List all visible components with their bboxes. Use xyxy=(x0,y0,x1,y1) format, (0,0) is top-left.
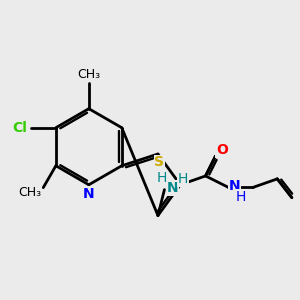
Text: CH₃: CH₃ xyxy=(18,186,41,199)
Text: H: H xyxy=(236,190,246,204)
Text: S: S xyxy=(154,155,164,169)
Text: N: N xyxy=(167,181,178,195)
Text: Cl: Cl xyxy=(12,121,27,135)
Text: N: N xyxy=(229,179,241,193)
Text: H: H xyxy=(157,171,167,185)
Text: O: O xyxy=(216,143,228,157)
Text: CH₃: CH₃ xyxy=(77,68,101,81)
Text: H: H xyxy=(178,172,188,186)
Text: N: N xyxy=(83,187,94,201)
